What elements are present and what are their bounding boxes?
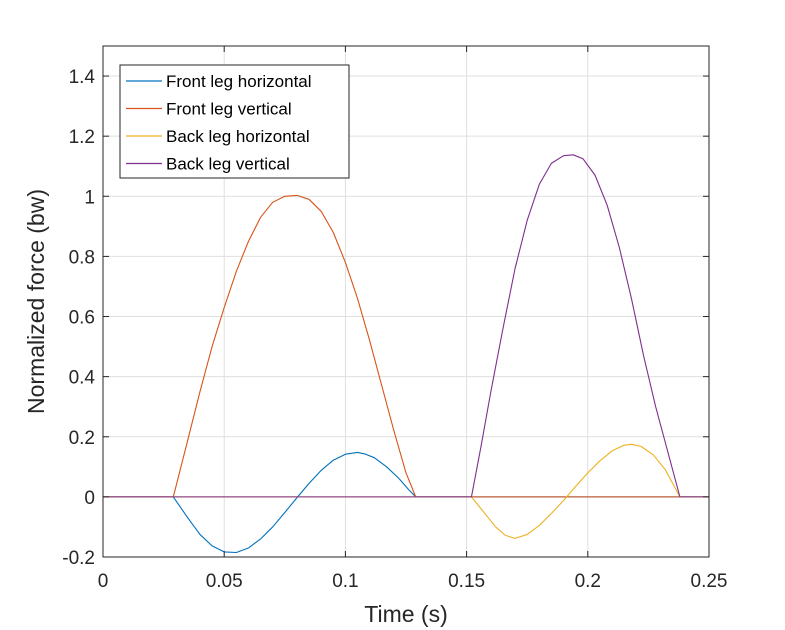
x-tick-label: 0.1 [332,571,358,592]
plot-lines [103,154,709,554]
legend: Front leg horizontal Front leg vertical Ba… [119,64,350,179]
axis-ticks: 0 0.05 0.1 0.15 0.2 0.25-0.200.20.40.60.811.2… [62,46,727,592]
legend-label: Front leg horizontal [166,72,312,91]
x-tick-label: 0.05 [206,571,243,592]
y-tick-label: 0.6 [69,308,95,329]
y-axis-title: Normalized force (bw) [23,189,49,414]
y-tick-label: 0.4 [69,368,96,389]
axes-box [102,45,710,558]
series-line-1 [103,194,709,498]
legend-box [119,64,350,179]
legend-label: Front leg vertical [166,100,292,119]
y-tick-label: 0.2 [69,428,95,449]
x-tick-label: 0.15 [448,571,485,592]
y-tick-label: 0 [84,488,95,509]
legend-label: Back leg horizontal [166,127,310,146]
x-tick-label: 0.25 [691,571,728,592]
y-tick-label: 0.8 [69,247,95,268]
x-tick-label: 0.2 [575,571,601,592]
y-tick-label: 1.2 [69,127,95,148]
series-line-2 [103,443,709,539]
series-line-0 [103,451,709,554]
legend-label: Back leg vertical [166,155,290,174]
series-line-3 [103,154,709,498]
x-axis-title: Time (s) [364,601,447,627]
y-tick-label: -0.2 [62,548,95,569]
y-tick-label: 1 [84,187,95,208]
x-tick-label: 0 [98,571,109,592]
y-tick-label: 1.4 [69,67,96,88]
